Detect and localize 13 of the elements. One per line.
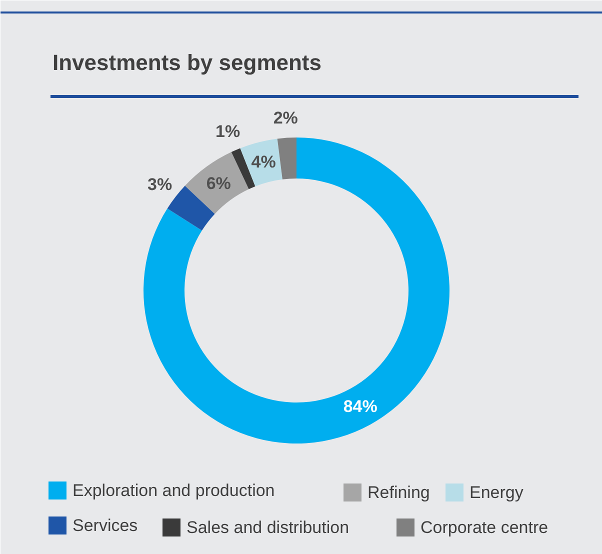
data-label: 84% [343, 397, 378, 416]
legend-label: Services [72, 516, 138, 535]
data-label: 2% [273, 108, 298, 128]
legend-label: Sales and distribution [186, 518, 350, 537]
data-label: 4% [251, 152, 276, 172]
data-label: 1% [216, 122, 240, 142]
data-label: 6% [206, 174, 231, 193]
legend-label: Corporate centre [420, 518, 548, 537]
legend-label: Energy [470, 483, 524, 502]
chart-title: Investments by segments [52, 50, 322, 75]
legend-label: Refining [368, 483, 430, 502]
data-label: 3% [148, 174, 172, 194]
legend-label: Exploration and production [72, 481, 275, 500]
